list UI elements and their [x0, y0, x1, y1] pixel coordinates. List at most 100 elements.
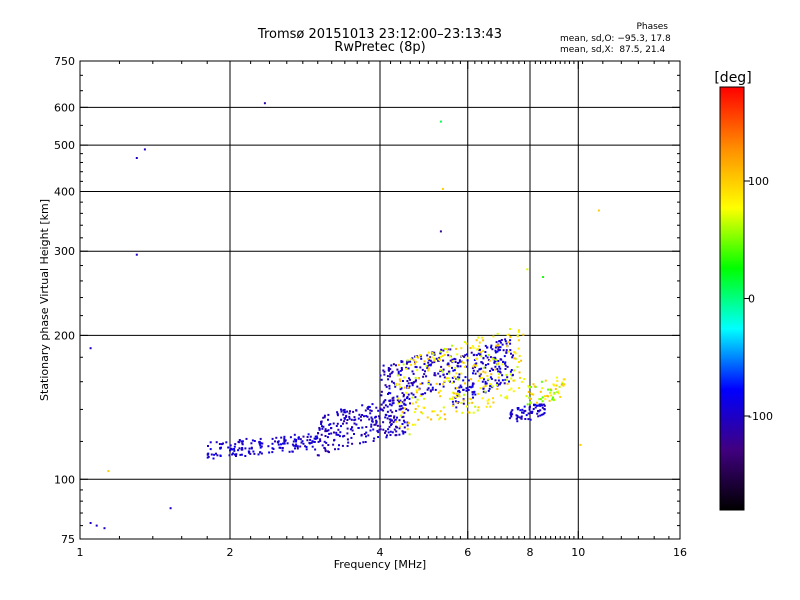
- data-point: [482, 366, 485, 369]
- data-point: [377, 415, 380, 418]
- data-point: [505, 351, 508, 354]
- data-point: [496, 368, 499, 370]
- data-point: [376, 429, 379, 432]
- data-point: [468, 385, 471, 388]
- data-point: [421, 368, 424, 371]
- data-point: [388, 387, 391, 390]
- data-point: [345, 422, 348, 425]
- data-point: [306, 439, 309, 442]
- data-point: [511, 409, 514, 412]
- data-point: [361, 426, 364, 429]
- data-point: [525, 395, 528, 398]
- data-point: [422, 406, 425, 409]
- data-point: [438, 383, 441, 386]
- data-point: [389, 418, 392, 421]
- data-point: [482, 357, 485, 360]
- data-point: [309, 438, 312, 441]
- data-point: [447, 354, 450, 357]
- data-point: [417, 418, 420, 421]
- data-point: [312, 440, 315, 443]
- data-point: [478, 372, 481, 375]
- data-point: [472, 354, 475, 357]
- data-point: [263, 102, 266, 105]
- y-tick-label: 400: [54, 185, 75, 198]
- data-point: [222, 442, 224, 445]
- data-point: [485, 382, 488, 385]
- data-point: [474, 358, 477, 361]
- data-point: [307, 433, 310, 436]
- data-point: [395, 382, 397, 385]
- data-point: [501, 343, 504, 346]
- data-point: [379, 425, 382, 428]
- data-point: [486, 356, 489, 359]
- data-point: [399, 373, 402, 376]
- data-point: [477, 352, 480, 355]
- data-point: [391, 397, 394, 400]
- data-point: [398, 433, 401, 436]
- data-point: [249, 452, 252, 455]
- data-point: [364, 441, 367, 443]
- data-point: [384, 399, 387, 402]
- data-point: [237, 449, 240, 452]
- data-point: [464, 354, 467, 357]
- data-point: [391, 411, 394, 414]
- data-point: [449, 348, 452, 351]
- data-point: [448, 372, 451, 375]
- data-point: [351, 442, 354, 445]
- data-point: [490, 367, 493, 370]
- data-point: [280, 436, 283, 439]
- data-point: [316, 454, 319, 457]
- data-point: [516, 335, 519, 338]
- data-point: [388, 384, 391, 387]
- data-point: [426, 416, 429, 419]
- data-point: [436, 414, 439, 417]
- data-point: [412, 393, 415, 396]
- data-point: [513, 379, 516, 382]
- data-point: [556, 376, 558, 379]
- data-point: [462, 388, 465, 391]
- data-point: [241, 447, 244, 449]
- data-point: [250, 446, 253, 449]
- data-point: [366, 415, 369, 418]
- data-point: [481, 380, 484, 383]
- data-point: [415, 379, 417, 382]
- data-point: [327, 413, 330, 416]
- data-point: [295, 443, 298, 446]
- y-tick-label: 750: [54, 55, 75, 68]
- data-point: [260, 442, 263, 445]
- data-point: [497, 360, 500, 362]
- data-point: [433, 361, 436, 364]
- data-point: [346, 427, 349, 430]
- data-point: [443, 347, 446, 350]
- data-point: [382, 428, 385, 431]
- data-point: [500, 339, 503, 341]
- data-point: [451, 344, 453, 347]
- data-point: [511, 413, 514, 416]
- data-point: [492, 401, 495, 404]
- data-point: [521, 411, 523, 414]
- data-point: [250, 442, 253, 445]
- data-point: [396, 368, 399, 371]
- data-point: [406, 421, 409, 424]
- data-point: [451, 366, 453, 369]
- data-point: [343, 411, 346, 413]
- data-point: [339, 431, 342, 434]
- data-point: [484, 366, 487, 369]
- data-point: [332, 422, 335, 425]
- data-point: [351, 426, 354, 429]
- data-point: [455, 347, 458, 350]
- data-point: [497, 379, 500, 382]
- data-point: [537, 409, 540, 412]
- data-point: [456, 353, 459, 356]
- data-point: [441, 370, 444, 373]
- data-point: [319, 438, 322, 441]
- data-point: [431, 388, 434, 391]
- data-point: [434, 388, 437, 391]
- data-point: [392, 402, 395, 405]
- data-point: [288, 450, 291, 453]
- data-point: [494, 368, 497, 371]
- data-point: [401, 392, 404, 395]
- data-point: [309, 435, 312, 438]
- data-point: [320, 423, 323, 425]
